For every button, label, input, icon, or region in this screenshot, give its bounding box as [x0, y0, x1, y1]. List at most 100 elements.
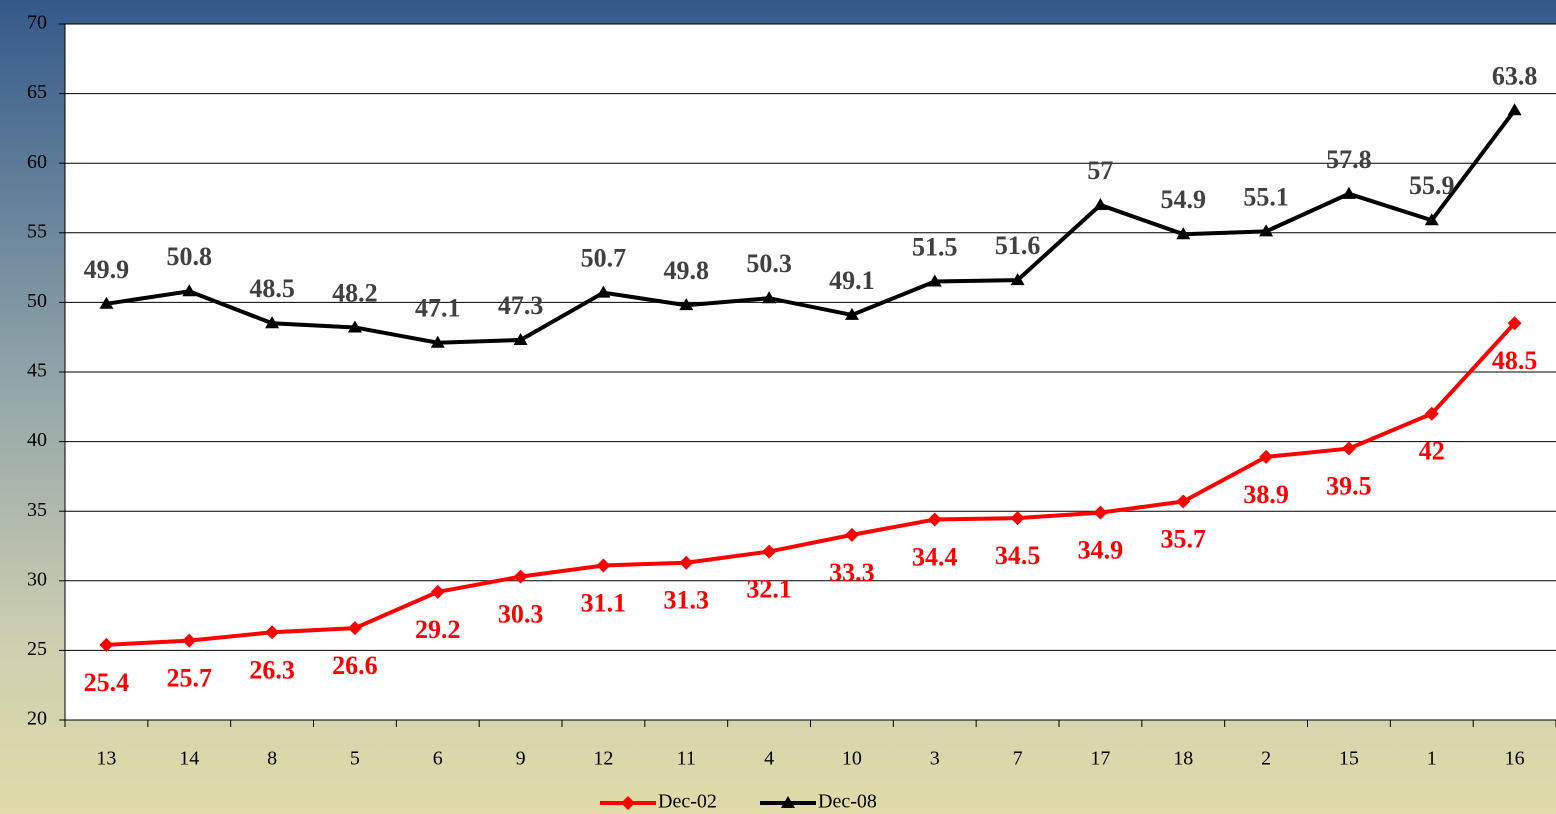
series-line [106, 321, 1517, 647]
legend-label: Dec-08 [818, 791, 877, 813]
y-tick-label: 70 [27, 12, 47, 34]
data-label: 51.6 [995, 231, 1041, 260]
x-tick-label: 15 [1339, 748, 1359, 770]
x-tick-label: 12 [593, 748, 613, 770]
data-label: 34.9 [1078, 536, 1124, 565]
x-tick-label: 9 [516, 748, 526, 770]
data-label: 51.5 [912, 232, 958, 261]
data-label: 47.3 [498, 291, 544, 320]
x-tick-label: 8 [267, 748, 277, 770]
x-tick-label: 2 [1261, 748, 1271, 770]
marker [762, 291, 777, 304]
marker [927, 512, 942, 527]
data-label: 47.1 [415, 294, 461, 323]
data-label: 48.5 [249, 274, 295, 303]
marker [513, 569, 528, 584]
y-tick-label: 20 [27, 708, 47, 730]
marker [430, 584, 445, 599]
x-tick-label: 3 [930, 748, 940, 770]
marker [1507, 316, 1522, 331]
data-label: 35.7 [1161, 524, 1207, 553]
x-tick-label: 14 [179, 748, 199, 770]
marker [347, 320, 362, 333]
marker [1424, 213, 1439, 226]
x-tick-label: 7 [1013, 748, 1023, 770]
marker [1507, 103, 1522, 116]
marker [430, 335, 445, 348]
legend-marker [621, 796, 635, 810]
x-tick-label: 10 [842, 748, 862, 770]
data-label: 38.9 [1243, 480, 1289, 509]
marker [1093, 197, 1108, 210]
y-tick-label: 65 [27, 81, 47, 103]
data-label: 42 [1419, 437, 1445, 466]
data-label: 48.5 [1492, 346, 1538, 375]
marker [1259, 224, 1274, 237]
y-tick-label: 40 [27, 429, 47, 451]
x-tick-label: 4 [764, 748, 774, 770]
data-label: 49.9 [84, 255, 130, 284]
marker [1341, 441, 1356, 456]
data-label: 34.5 [995, 541, 1041, 570]
marker [182, 633, 197, 648]
marker [182, 284, 197, 297]
data-label: 39.5 [1326, 472, 1372, 501]
legend-marker [781, 796, 795, 808]
marker [99, 296, 114, 309]
marker [1424, 406, 1439, 421]
marker [265, 316, 280, 329]
data-label: 26.6 [332, 651, 378, 680]
marker [1010, 273, 1025, 286]
marker [347, 621, 362, 636]
marker [927, 274, 942, 287]
marker [1259, 449, 1274, 464]
marker [1010, 511, 1025, 526]
x-tick-label: 13 [96, 748, 116, 770]
data-label: 54.9 [1161, 185, 1207, 214]
x-tick-label: 18 [1173, 748, 1193, 770]
series-line [106, 109, 1517, 345]
y-tick-label: 25 [27, 638, 47, 660]
data-label: 26.3 [249, 655, 295, 684]
y-tick-label: 45 [27, 360, 47, 382]
marker [679, 298, 694, 311]
x-tick-label: 1 [1427, 748, 1437, 770]
data-label: 57 [1087, 156, 1113, 185]
x-tick-label: 16 [1505, 748, 1525, 770]
y-tick-label: 50 [27, 290, 47, 312]
data-label: 31.3 [664, 586, 710, 615]
data-label: 50.3 [746, 249, 792, 278]
data-label: 30.3 [498, 600, 544, 629]
marker [679, 555, 694, 570]
data-label: 31.1 [581, 588, 627, 617]
y-tick-label: 35 [27, 499, 47, 521]
data-label: 34.4 [912, 543, 958, 572]
data-label: 25.4 [84, 668, 130, 697]
marker [596, 285, 611, 298]
x-tick-label: 5 [350, 748, 360, 770]
data-label: 25.7 [167, 664, 213, 693]
data-label: 48.2 [332, 278, 378, 307]
marker [844, 527, 859, 542]
y-tick-label: 60 [27, 151, 47, 173]
marker [1176, 227, 1191, 240]
marker [844, 307, 859, 320]
marker [1341, 186, 1356, 199]
marker [596, 558, 611, 573]
data-label: 49.1 [829, 266, 875, 295]
x-tick-label: 11 [677, 748, 696, 770]
y-tick-label: 55 [27, 220, 47, 242]
marker [265, 625, 280, 640]
marker [1176, 494, 1191, 509]
data-label: 32.1 [746, 575, 792, 604]
marker [762, 544, 777, 559]
data-label: 50.8 [167, 242, 213, 271]
legend-label: Dec-02 [658, 791, 717, 813]
data-label: 55.9 [1409, 171, 1455, 200]
data-label: 63.8 [1492, 61, 1538, 90]
data-label: 49.8 [664, 256, 710, 285]
y-tick-label: 30 [27, 568, 47, 590]
marker [513, 332, 528, 345]
data-label: 33.3 [829, 558, 875, 587]
